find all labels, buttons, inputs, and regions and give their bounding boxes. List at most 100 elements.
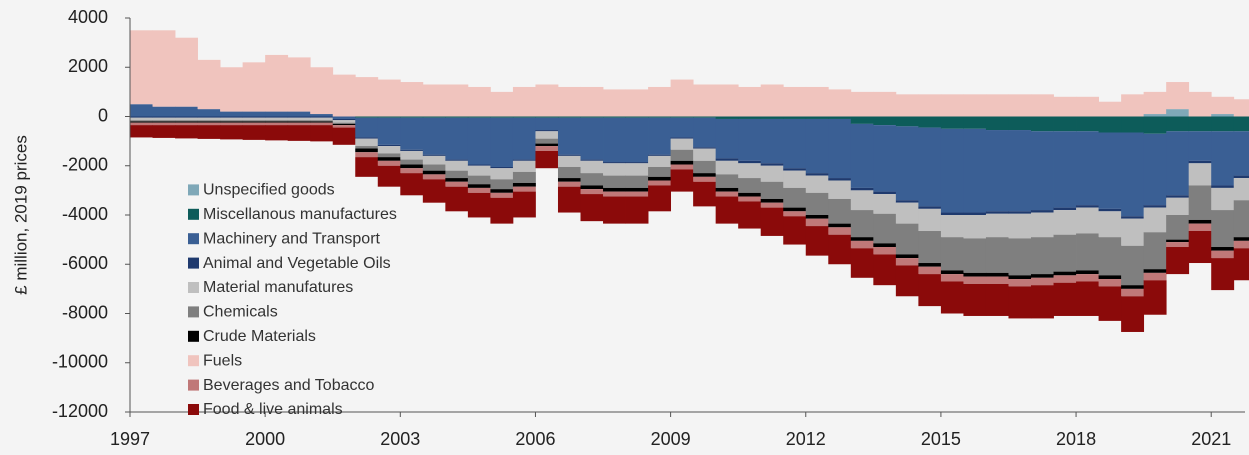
bar-segment: [197, 117, 221, 121]
bar-segment: [535, 84, 559, 117]
bar-segment: [332, 118, 356, 121]
bar-segment: [1053, 234, 1077, 272]
bar-segment: [130, 116, 153, 118]
bar-segment: [445, 170, 469, 179]
bar-segment: [175, 116, 198, 118]
bar-segment: [1188, 231, 1212, 264]
bar-segment: [1143, 116, 1167, 134]
bar-segment: [332, 120, 356, 123]
bar-segment: [783, 187, 807, 208]
bar-segment: [850, 240, 874, 249]
bar-segment: [1188, 160, 1212, 164]
bar-segment: [603, 163, 626, 176]
bar-segment: [918, 206, 942, 209]
bar-segment: [422, 170, 446, 175]
bar-segment: [557, 117, 581, 155]
bar-segment: [670, 116, 694, 118]
bar-segment: [738, 196, 762, 202]
bar-segment: [287, 117, 311, 121]
bar-segment: [1211, 258, 1235, 291]
bar-segment: [490, 179, 514, 190]
bar-segment: [557, 178, 581, 182]
y-tick-label: -2000: [62, 155, 108, 175]
x-tick-label: 2006: [515, 429, 555, 449]
bar-segment: [287, 121, 311, 123]
bar-segment: [693, 148, 717, 161]
bar-segment: [940, 128, 964, 213]
bar-segment: [1233, 116, 1249, 132]
bar-segment: [400, 168, 424, 174]
bar-segment: [873, 125, 897, 192]
bar-segment: [1098, 211, 1122, 238]
bar-segment: [603, 175, 626, 188]
bar-segment: [1098, 116, 1122, 133]
bar-segment: [918, 127, 942, 207]
bar-segment: [490, 116, 514, 118]
bar-segment: [625, 175, 649, 188]
bar-segment: [512, 182, 536, 187]
bar-segment: [963, 212, 987, 215]
bar-segment: [1031, 131, 1054, 211]
bar-segment: [535, 150, 559, 169]
bar-segment: [963, 276, 987, 284]
bar-segment: [670, 149, 694, 161]
bar-segment: [1188, 163, 1212, 186]
legend-swatch: [188, 233, 199, 245]
bar-segment: [895, 126, 919, 201]
bar-segment: [828, 234, 852, 265]
bar-segment: [445, 160, 469, 171]
bar-segment: [1098, 132, 1122, 209]
bar-segment: [152, 117, 176, 121]
bar-segment: [467, 184, 491, 188]
bar-segment: [1143, 280, 1167, 315]
bar-segment: [670, 137, 694, 139]
bar-segment: [693, 117, 717, 148]
bar-segment: [805, 218, 829, 227]
bar-segment: [805, 118, 829, 174]
bar-segment: [738, 163, 762, 179]
bar-segment: [625, 162, 649, 164]
bar-segment: [220, 120, 244, 122]
bar-segment: [332, 74, 356, 117]
bar-segment: [963, 116, 987, 129]
bar-segment: [535, 116, 559, 118]
bar-segment: [738, 160, 762, 164]
bar-segment: [332, 125, 356, 128]
bar-segment: [985, 237, 1009, 273]
bar-segment: [625, 191, 649, 197]
bar-segment: [873, 116, 897, 126]
y-tick-label: -10000: [52, 352, 108, 372]
bar-segment: [445, 84, 469, 117]
bar-segment: [197, 120, 221, 122]
bar-segment: [1076, 281, 1099, 316]
bar-segment: [603, 162, 626, 164]
bar-segment: [828, 178, 852, 181]
bar-segment: [220, 67, 244, 112]
legend-swatch: [188, 404, 199, 415]
bar-segment: [783, 116, 807, 119]
bar-segment: [355, 137, 379, 139]
bar-segment: [625, 196, 649, 224]
bar-segment: [512, 191, 536, 218]
bar-segment: [828, 223, 852, 228]
bar-segment: [152, 116, 176, 118]
bar-segment: [670, 138, 694, 150]
legend-label: Unspecified goods: [203, 182, 335, 199]
bar-segment: [1166, 195, 1190, 198]
bar-segment: [873, 91, 897, 117]
bar-segment: [242, 125, 266, 140]
bar-segment: [1121, 288, 1145, 297]
bar-segment: [828, 180, 852, 199]
bar-segment: [310, 67, 334, 115]
bar-segment: [175, 125, 198, 139]
y-tick-label: 0: [98, 105, 108, 125]
bar-segment: [1008, 211, 1032, 214]
legend-swatch: [188, 208, 199, 220]
bar-segment: [242, 120, 266, 122]
bar-segment: [940, 281, 964, 314]
x-tick-label: 2003: [380, 429, 420, 449]
bar-segment: [963, 128, 987, 213]
bar-segment: [760, 118, 784, 164]
bar-segment: [1121, 216, 1145, 219]
bar-segment: [625, 117, 649, 163]
